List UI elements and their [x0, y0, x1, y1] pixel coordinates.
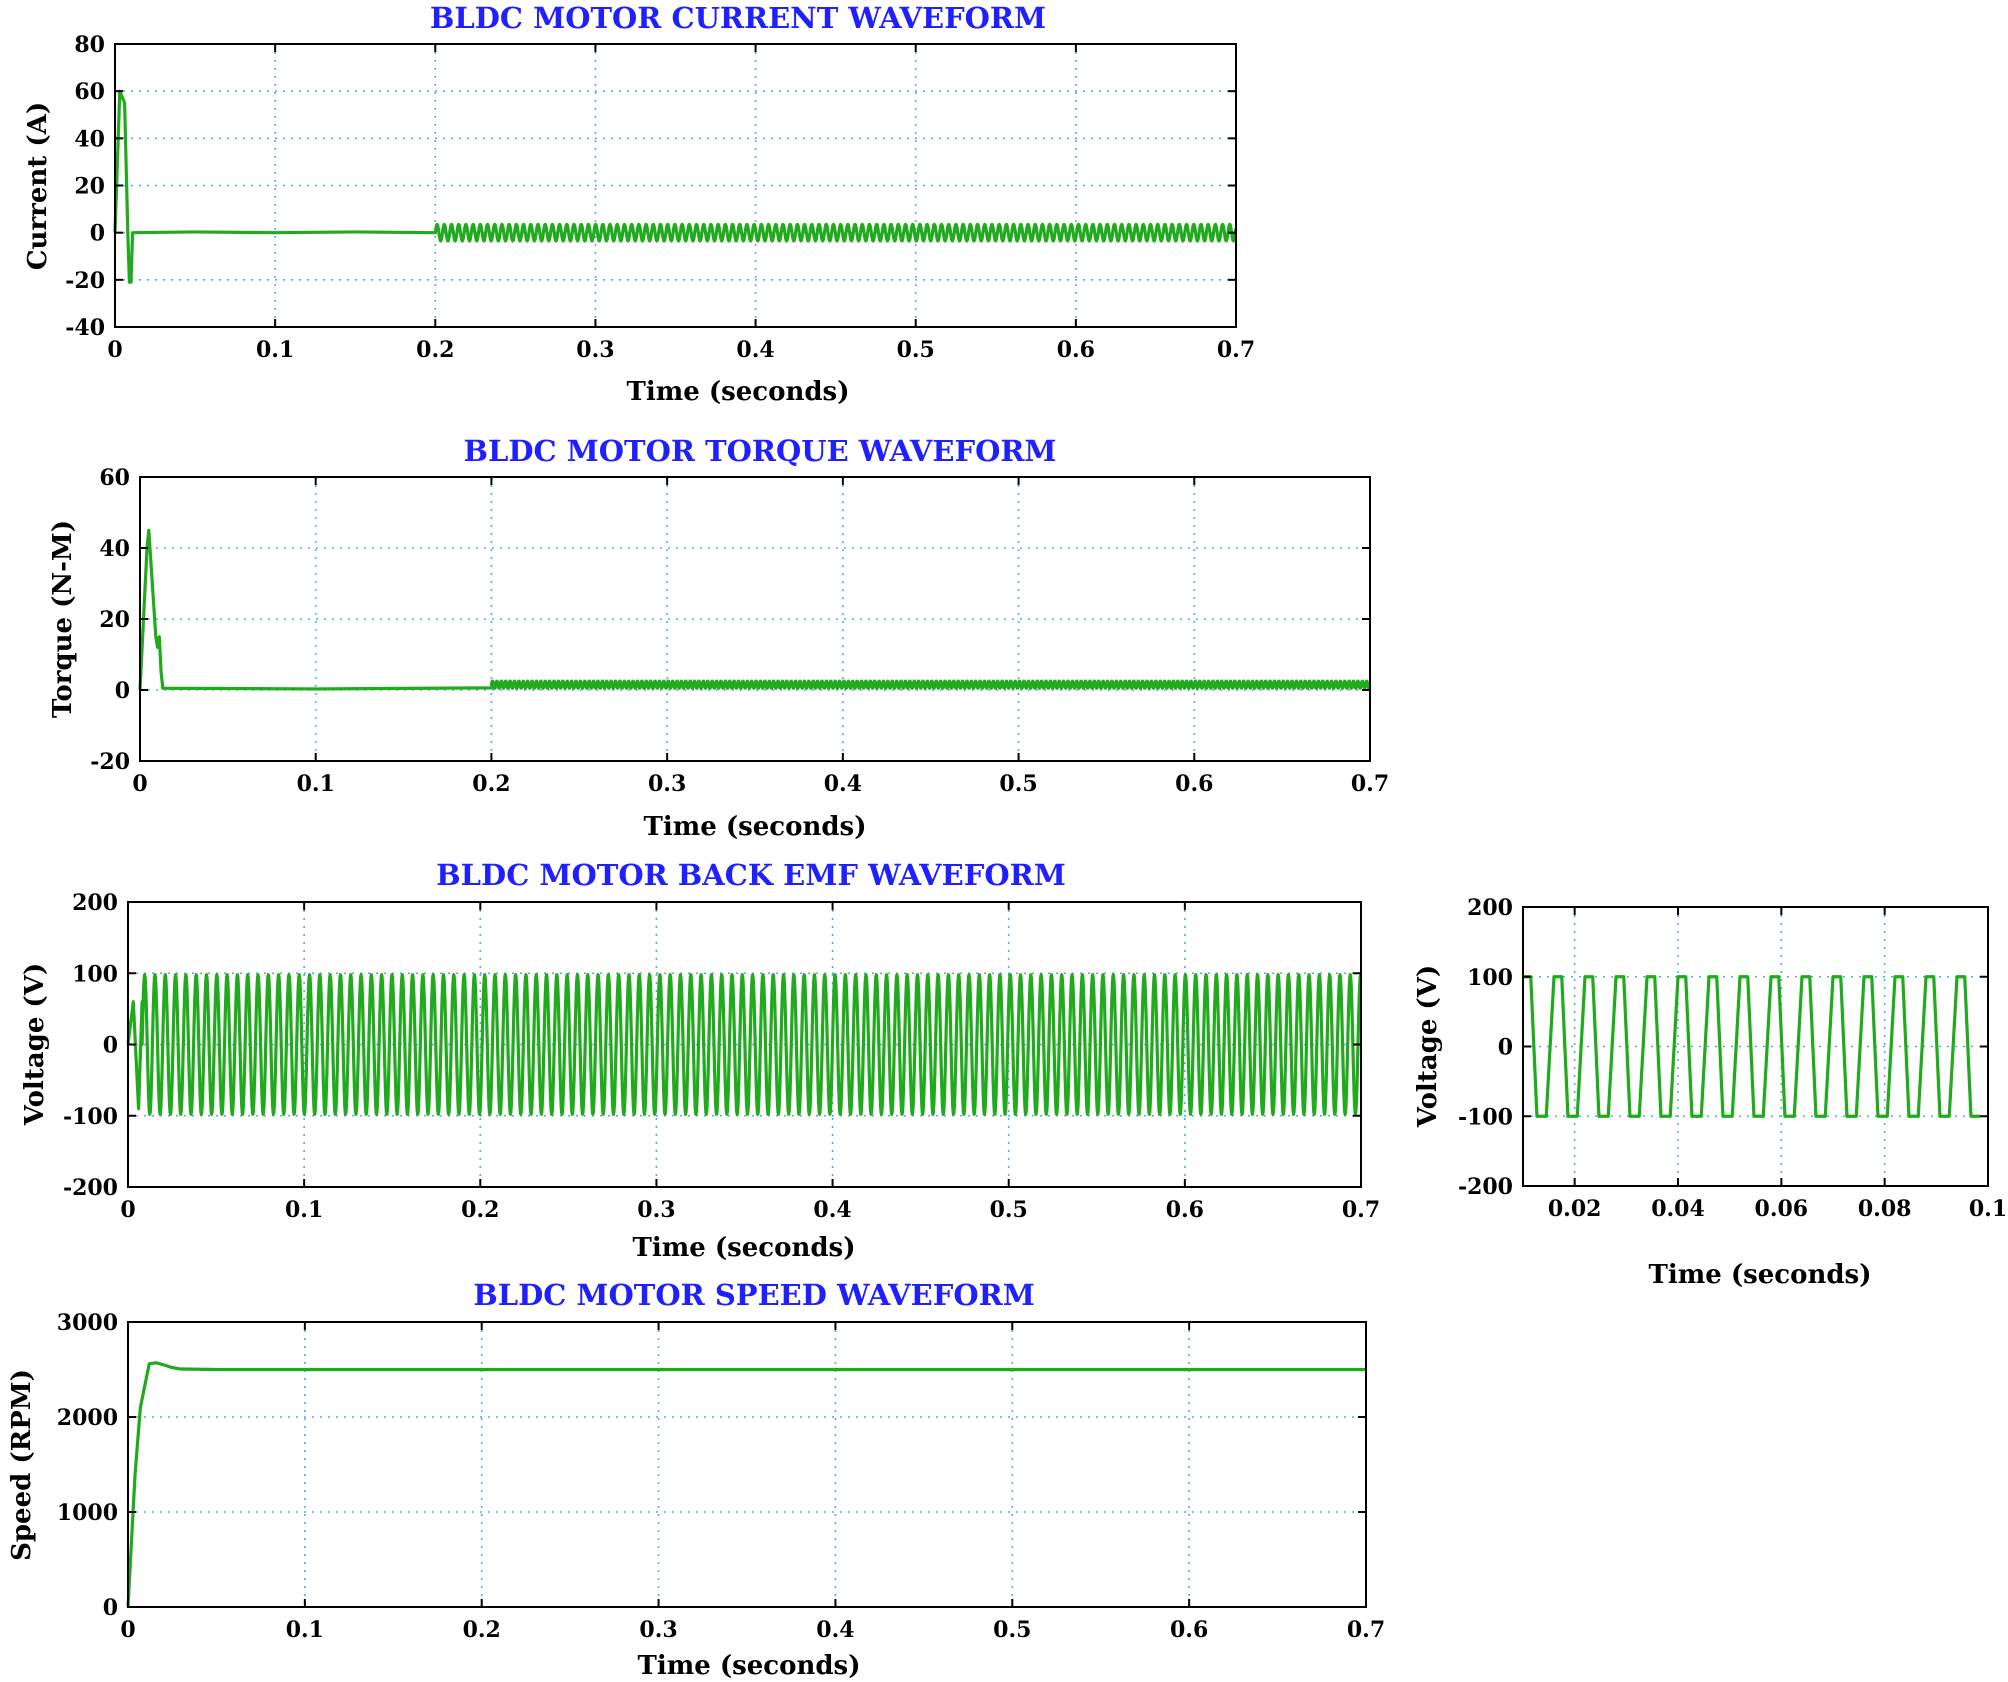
- y-tick-label: 60: [74, 79, 105, 105]
- speed-chart: BLDC MOTOR SPEED WAVEFORM Speed (RPM) Ti…: [7, 1278, 1385, 1681]
- current-chart-ylabel: Current (A): [23, 102, 53, 270]
- y-tick-label: 3000: [57, 1310, 118, 1336]
- x-tick-label: 0.3: [639, 1617, 677, 1643]
- current-chart-title: BLDC MOTOR CURRENT WAVEFORM: [430, 1, 1046, 35]
- y-tick-label: 80: [74, 32, 105, 58]
- back-emf-chart-title: BLDC MOTOR BACK EMF WAVEFORM: [436, 858, 1066, 892]
- x-tick-label: 0.7: [1347, 1617, 1385, 1643]
- y-tick-label: -40: [65, 315, 105, 341]
- x-tick-label: 0.2: [461, 1197, 499, 1223]
- y-tick-label: -20: [90, 749, 130, 775]
- x-tick-label: 0.4: [813, 1197, 851, 1223]
- y-tick-label: 200: [1467, 895, 1513, 921]
- y-tick-label: -200: [63, 1175, 118, 1201]
- x-tick-label: 0.3: [648, 771, 686, 797]
- x-tick-label: 0.3: [576, 337, 614, 363]
- y-tick-label: 2000: [57, 1405, 118, 1431]
- y-tick-label: 0: [115, 678, 130, 704]
- back-emf-chart-xlabel: Time (seconds): [632, 1233, 855, 1263]
- speed-chart-ylabel: Speed (RPM): [7, 1369, 37, 1561]
- x-tick-label: 0.4: [824, 771, 862, 797]
- y-tick-label: -20: [65, 268, 105, 294]
- data-trace: [126, 973, 1363, 1116]
- x-tick-label: 0.5: [990, 1197, 1028, 1223]
- x-tick-label: 0.6: [1175, 771, 1213, 797]
- x-tick-label: 0.2: [416, 337, 454, 363]
- torque-chart: BLDC MOTOR TORQUE WAVEFORM Torque (N-M) …: [48, 434, 1389, 842]
- back-emf-chart: BLDC MOTOR BACK EMF WAVEFORM Voltage (V)…: [20, 858, 1380, 1263]
- y-tick-label: 1000: [57, 1500, 118, 1526]
- y-tick-label: 0: [103, 1033, 118, 1059]
- x-tick-label: 0.5: [897, 337, 935, 363]
- y-tick-label: -100: [63, 1104, 118, 1130]
- back-emf-zoom-chart-ylabel: Voltage (V): [1413, 965, 1443, 1128]
- data-trace: [113, 89, 1238, 284]
- data-trace: [138, 528, 1372, 691]
- y-tick-label: 200: [72, 890, 118, 916]
- x-tick-label: 0.2: [472, 771, 510, 797]
- x-tick-label: 0.1: [286, 1617, 324, 1643]
- x-tick-label: 0.6: [1166, 1197, 1204, 1223]
- x-tick-label: 0: [120, 1197, 135, 1223]
- y-tick-label: 60: [99, 465, 130, 491]
- x-tick-label: 0.3: [637, 1197, 675, 1223]
- speed-chart-xlabel: Time (seconds): [637, 1651, 860, 1681]
- x-tick-label: 0.6: [1170, 1617, 1208, 1643]
- x-tick-label: 0.1: [285, 1197, 323, 1223]
- x-tick-label: 0.1: [297, 771, 335, 797]
- y-tick-label: 40: [74, 126, 105, 152]
- x-tick-label: 0.1: [1969, 1196, 2007, 1222]
- x-tick-label: 0.02: [1548, 1196, 1602, 1222]
- y-tick-label: 40: [99, 536, 130, 562]
- torque-chart-xlabel: Time (seconds): [643, 812, 866, 842]
- y-tick-label: 100: [1467, 965, 1513, 991]
- back-emf-zoom-chart-xlabel: Time (seconds): [1648, 1260, 1871, 1290]
- speed-chart-title: BLDC MOTOR SPEED WAVEFORM: [473, 1278, 1035, 1312]
- current-chart-xlabel: Time (seconds): [626, 377, 849, 407]
- current-chart: BLDC MOTOR CURRENT WAVEFORM Current (A) …: [23, 1, 1255, 407]
- torque-chart-title: BLDC MOTOR TORQUE WAVEFORM: [463, 434, 1056, 468]
- x-tick-label: 0.5: [999, 771, 1037, 797]
- data-trace: [126, 1361, 1366, 1608]
- x-tick-label: 0.4: [816, 1617, 854, 1643]
- x-tick-label: 0: [120, 1617, 135, 1643]
- back-emf-zoom-chart: Voltage (V) Time (seconds) 0.02 0.04 0.06 0…: [1413, 895, 2007, 1290]
- y-tick-label: 0: [103, 1595, 118, 1621]
- y-tick-label: 0: [1498, 1035, 1513, 1061]
- y-tick-label: 20: [74, 174, 105, 200]
- x-tick-label: 0: [132, 771, 147, 797]
- plot-area: [127, 1321, 1367, 1608]
- x-tick-label: 0.7: [1217, 337, 1255, 363]
- data-trace: [1523, 975, 1981, 1118]
- y-tick-label: -200: [1458, 1174, 1513, 1200]
- y-tick-label: 0: [90, 221, 105, 247]
- x-tick-label: 0.5: [993, 1617, 1031, 1643]
- x-tick-label: 0.7: [1351, 771, 1389, 797]
- y-tick-label: 20: [99, 607, 130, 633]
- y-tick-label: -100: [1458, 1104, 1513, 1130]
- x-tick-label: 0: [107, 337, 122, 363]
- x-tick-label: 0.04: [1651, 1196, 1705, 1222]
- x-tick-label: 0.7: [1342, 1197, 1380, 1223]
- back-emf-chart-ylabel: Voltage (V): [20, 963, 50, 1126]
- x-tick-label: 0.06: [1755, 1196, 1809, 1222]
- torque-chart-ylabel: Torque (N-M): [48, 520, 78, 718]
- y-tick-label: 100: [72, 961, 118, 987]
- x-tick-label: 0.1: [256, 337, 294, 363]
- x-tick-label: 0.2: [463, 1617, 501, 1643]
- x-tick-label: 0.08: [1858, 1196, 1912, 1222]
- x-tick-label: 0.4: [736, 337, 774, 363]
- x-tick-label: 0.6: [1057, 337, 1095, 363]
